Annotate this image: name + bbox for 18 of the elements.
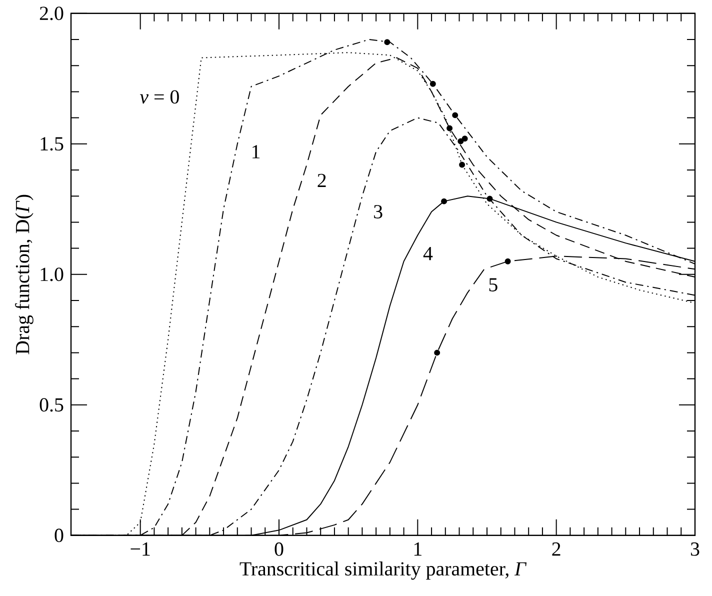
y-tick-label: 2.0 bbox=[40, 6, 64, 20]
series-label: 5 bbox=[489, 278, 498, 292]
series-label: 3 bbox=[374, 204, 382, 218]
series-label: ν = 0 bbox=[140, 90, 179, 104]
x-tick-label: 1 bbox=[414, 542, 422, 556]
series-label: 2 bbox=[318, 174, 326, 187]
x-tick-label: 3 bbox=[690, 542, 700, 556]
y-tick-label: 1.0 bbox=[40, 267, 64, 281]
x-tick-label: −1 bbox=[130, 542, 150, 556]
y-tick-label: 0 bbox=[54, 528, 64, 542]
x-tick-label: 2 bbox=[552, 542, 560, 556]
y-axis-title: Drag function, D(Γ) bbox=[15, 194, 34, 354]
x-tick-label: 0 bbox=[274, 542, 284, 556]
series-label: 1 bbox=[252, 144, 260, 158]
y-tick-label: 0.5 bbox=[40, 398, 64, 412]
series-label: 4 bbox=[423, 246, 433, 260]
x-axis-title: Transcritical similarity parameter, Γ bbox=[240, 561, 527, 580]
y-tick-label: 1.5 bbox=[40, 136, 64, 150]
